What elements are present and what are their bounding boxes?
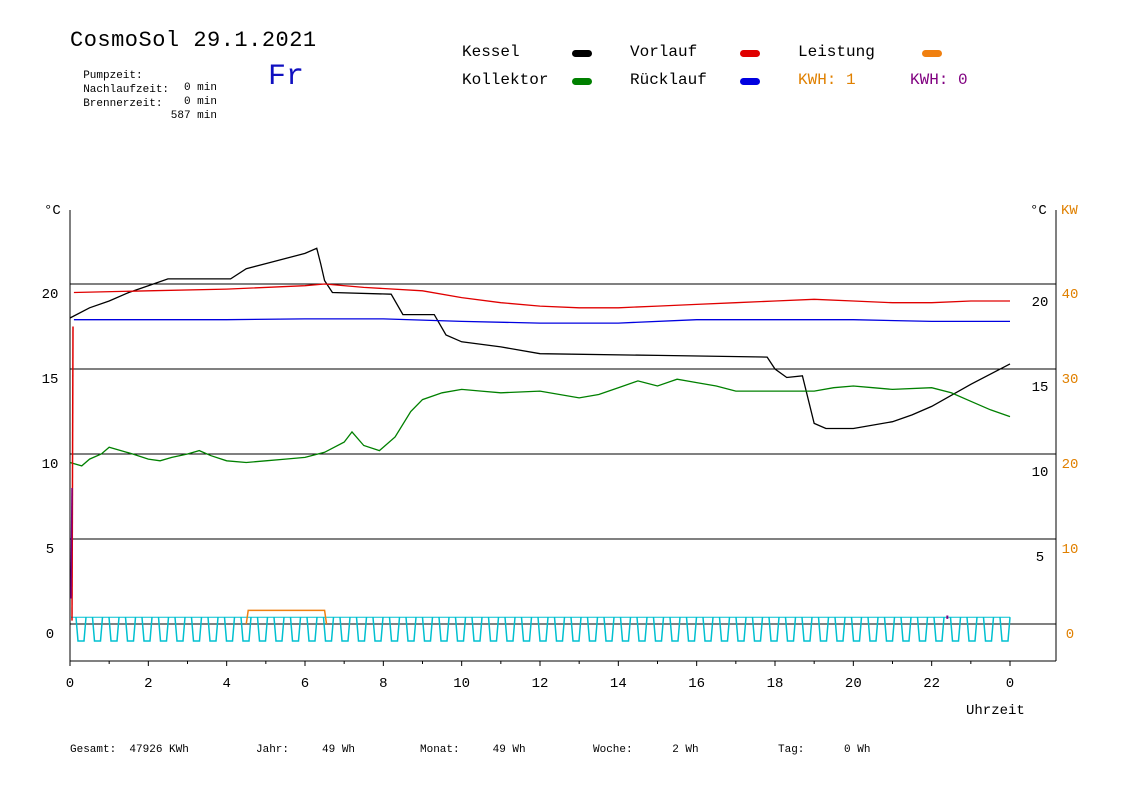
y2-tick-label: 30: [1062, 372, 1079, 388]
y-axis-unit-left: °C: [44, 203, 61, 219]
y-tick-label-left: 20: [42, 287, 59, 303]
stat-value: 587 min: [170, 110, 217, 122]
x-tick-label: 4: [222, 676, 230, 692]
y-axis-unit-right: °C: [1030, 203, 1047, 219]
footer-monat: Monat: 49 Wh: [420, 744, 526, 756]
x-tick-label: 2: [144, 676, 152, 692]
y2-tick-label: 40: [1062, 287, 1079, 303]
footer-value: 49 Wh: [492, 744, 526, 756]
legend-swatch-kollektor: [572, 78, 592, 85]
y-tick-label-right: 5: [1036, 550, 1044, 566]
x-tick-label: 0: [1006, 676, 1014, 692]
footer-value: 2 Wh: [672, 744, 699, 756]
x-tick-label: 10: [453, 676, 470, 692]
footer-value: 47926 KWh: [129, 744, 189, 756]
legend-swatch-leistung: [922, 50, 942, 57]
legend-swatch-kessel: [572, 50, 592, 57]
footer-tag: Tag: 0 Wh: [778, 744, 870, 756]
series-vorlauf: [73, 283, 1010, 309]
y2-tick-label: 0: [1066, 627, 1074, 643]
series-kessel: [69, 247, 1011, 430]
pump-series: [70, 616, 1011, 642]
footer-value: 49 Wh: [322, 744, 356, 756]
stat-label: Nachlaufzeit:: [83, 84, 170, 96]
footer-woche: Woche: 2 Wh: [593, 744, 699, 756]
chart-axes: [69, 210, 1057, 666]
stat-label: Pumpzeit:: [83, 70, 143, 82]
vorlauf-start: [71, 326, 74, 621]
y-axis-unit-right2: KW: [1061, 203, 1078, 219]
legend-kwh-orange: KWH: 1: [798, 71, 856, 89]
series-leistung: [245, 609, 328, 625]
y-tick-label-left: 0: [46, 627, 54, 643]
x-axis-label: Uhrzeit: [966, 703, 1025, 719]
y-tick-label-right: 15: [1032, 380, 1049, 396]
footer-label: Jahr:: [256, 744, 290, 756]
footer-label: Woche:: [593, 744, 633, 756]
footer-label: Gesamt:: [70, 744, 117, 756]
stat-brennerzeit: Brennerzeit: 587 min: [70, 86, 217, 122]
legend-label-vorlauf: Vorlauf: [630, 43, 698, 61]
pump-pulses: [75, 617, 1011, 642]
stat-pumpzeit: Pumpzeit: 0 min: [70, 58, 217, 94]
stat-label: Brennerzeit:: [83, 98, 163, 110]
series-rcklauf: [73, 318, 1010, 324]
legend-swatch-vorlauf: [740, 50, 760, 57]
purple-start: [70, 487, 73, 599]
stat-nachlaufzeit: Nachlaufzeit: 0 min: [70, 72, 217, 108]
x-tick-label: 6: [301, 676, 309, 692]
footer-label: Tag:: [778, 744, 805, 756]
legend-kwh-purple: KWH: 0: [910, 71, 968, 89]
chart-grid: [70, 283, 1056, 625]
legend-swatch-ruecklauf: [740, 78, 760, 85]
x-tick-label: 0: [66, 676, 74, 692]
x-tick-label: 16: [688, 676, 705, 692]
legend-label-leistung: Leistung: [798, 43, 875, 61]
footer-value: 0 Wh: [844, 744, 871, 756]
legend-label-kessel: Kessel: [462, 43, 520, 61]
x-tick-label: 8: [379, 676, 387, 692]
footer-label: Monat:: [420, 744, 460, 756]
weekday-label: Fr: [268, 60, 305, 94]
x-tick-label: 12: [532, 676, 549, 692]
footer-jahr: Jahr: 49 Wh: [256, 744, 355, 756]
footer-gesamt: Gesamt: 47926 KWh: [70, 744, 189, 756]
chart-lines: [69, 247, 1011, 625]
y-tick-label-left: 5: [46, 542, 54, 558]
y-tick-label-left: 10: [42, 457, 59, 473]
y-tick-label-right: 20: [1032, 295, 1049, 311]
stat-value: 0 min: [183, 82, 217, 94]
y2-tick-label: 10: [1062, 542, 1079, 558]
y-tick-label-right: 10: [1032, 465, 1049, 481]
chart-title: CosmoSol 29.1.2021: [70, 28, 317, 53]
stat-value: 0 min: [183, 96, 217, 108]
y-tick-label-left: 15: [42, 372, 59, 388]
x-tick-label: 14: [610, 676, 627, 692]
series-kollektor: [69, 378, 1011, 467]
legend-label-kollektor: Kollektor: [462, 71, 549, 89]
x-tick-label: 22: [923, 676, 940, 692]
chart-labels: 0 2 4 6 8 10 12 14 16 18 20 22 0 0 5 10 15 20 5 10 15 20 0 10 20…: [42, 203, 1079, 719]
x-tick-label: 20: [845, 676, 862, 692]
x-tick-label: 18: [767, 676, 784, 692]
y2-tick-label: 20: [1062, 457, 1079, 473]
legend-label-ruecklauf: Rücklauf: [630, 71, 707, 89]
